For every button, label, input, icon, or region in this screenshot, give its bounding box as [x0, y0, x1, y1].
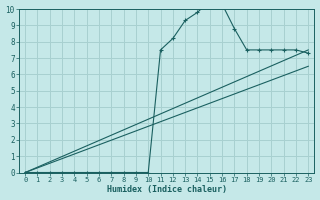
X-axis label: Humidex (Indice chaleur): Humidex (Indice chaleur)	[107, 185, 227, 194]
